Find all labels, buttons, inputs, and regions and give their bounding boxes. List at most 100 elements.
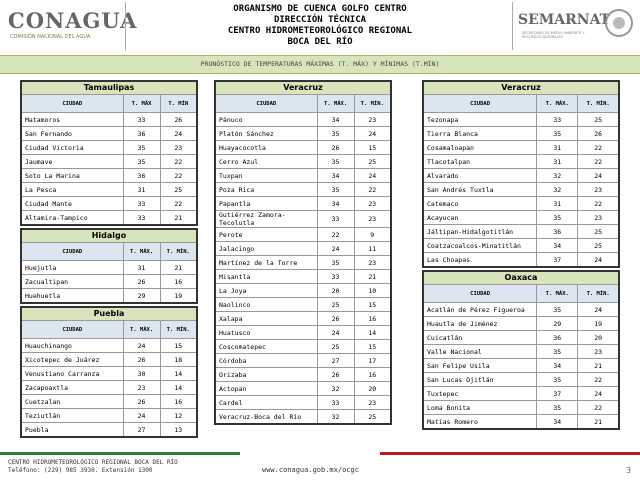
temperature: 35 <box>536 344 579 359</box>
data-row: Alvarado 32 24 <box>422 168 620 183</box>
logo-subtitle: COMISIÓN NACIONAL DEL AGUA <box>10 34 91 40</box>
column-header: T. MÍN. <box>577 284 620 303</box>
temperature: 20 <box>577 330 620 345</box>
temperature: 24 <box>122 338 161 353</box>
temperature: 24 <box>353 126 392 141</box>
footer-line: CENTRO HIDROMETEOROLÓGICO REGIONAL BOCA … <box>8 459 178 466</box>
temperature: 36 <box>122 126 161 141</box>
temperature: 25 <box>353 409 392 425</box>
city: Tierra Blanca <box>422 126 538 141</box>
city: Matías Romero <box>422 414 538 430</box>
data-row: Cuicatlán 36 20 <box>422 330 620 345</box>
city: Naolinco <box>214 297 318 312</box>
header-row: CIUDAD T. MÁX. T. MÍN. <box>214 94 392 113</box>
column: Veracruz CIUDAD T. MÁX. T. MÍN. Pánuco 34 23 Pl… <box>214 80 392 427</box>
temperature: 23 <box>353 255 392 270</box>
city: Platón Sánchez <box>214 126 318 141</box>
data-row: Xicotepec de Juárez 26 18 <box>20 352 198 367</box>
title-block: ORGANISMO DE CUENCA GOLFO CENTRO DIRECCIÓ… <box>150 4 490 48</box>
temperature: 15 <box>353 339 392 354</box>
temperature: 36 <box>536 330 579 345</box>
temperature: 31 <box>536 140 579 155</box>
city: La Pesca <box>20 182 124 197</box>
temperature: 32 <box>316 409 355 425</box>
temperature: 35 <box>316 255 355 270</box>
data-row: Teziutlán 24 12 <box>20 408 198 423</box>
temperature: 35 <box>536 400 579 415</box>
title-row: Veracruz <box>422 80 620 95</box>
city: Huauchinango <box>20 338 124 353</box>
city: Coscomatepec <box>214 339 318 354</box>
data-row: Misantla 33 21 <box>214 269 392 284</box>
temperature: 23 <box>122 380 161 395</box>
data-row: La Joya 20 10 <box>214 283 392 298</box>
city: Xalapa <box>214 311 318 326</box>
column-header: T. MÍN <box>159 94 198 113</box>
temperature: 12 <box>159 408 198 423</box>
data-row: Huehuetla 29 19 <box>20 288 198 304</box>
region-table: Veracruz CIUDAD T. MÁX. T. MÍN. Tezonapa 33 25… <box>422 80 620 268</box>
temperature: 24 <box>577 252 620 268</box>
temperature: 29 <box>536 316 579 331</box>
city: Cardel <box>214 395 318 410</box>
data-row: Actopan 32 20 <box>214 381 392 396</box>
temperature: 23 <box>353 112 392 127</box>
temperature: 23 <box>353 196 392 211</box>
temperature: 23 <box>159 140 198 155</box>
temperature: 24 <box>577 386 620 401</box>
temperature: 24 <box>577 302 620 317</box>
divider <box>125 2 126 50</box>
data-row: San Fernando 36 24 <box>20 126 198 141</box>
temperature: 25 <box>316 297 355 312</box>
data-row: Pánuco 34 23 <box>214 112 392 127</box>
city: Valle Nacional <box>422 344 538 359</box>
city: Gutiérrez Zamora-Tecolutla <box>214 210 318 228</box>
city: San Felipe Usila <box>422 358 538 373</box>
title-line: CENTRO HIDROMETEOROLÓGICO REGIONAL <box>227 26 413 36</box>
data-row: Ciudad Victoria 35 23 <box>20 140 198 155</box>
temperature: 32 <box>316 381 355 396</box>
city: Coatzacoalcos-Minatitlán <box>422 238 538 253</box>
data-row: Naolinco 25 15 <box>214 297 392 312</box>
data-row: Coatzacoalcos-Minatitlán 34 25 <box>422 238 620 253</box>
data-row: Catemaco 31 22 <box>422 196 620 211</box>
divider <box>512 2 513 50</box>
temperature: 22 <box>577 140 620 155</box>
header-row: CIUDAD T. MÁX. T. MÍN. <box>20 320 198 339</box>
data-row: Cuetzalan 26 16 <box>20 394 198 409</box>
data-row: Gutiérrez Zamora-Tecolutla 33 23 <box>214 210 392 228</box>
column: Tamaulipas CIUDAD T. MÁX T. MÍN Matamoros 33 2… <box>20 80 198 440</box>
stripe <box>0 452 240 455</box>
temperature: 35 <box>536 126 579 141</box>
temperature: 36 <box>122 168 161 183</box>
temperature: 26 <box>122 394 161 409</box>
temperature: 18 <box>159 352 198 367</box>
column-header: T. MÁX. <box>122 320 161 339</box>
temperature: 27 <box>122 422 161 438</box>
data-row: Jalacingo 24 11 <box>214 241 392 256</box>
header-row: CIUDAD T. MÁX T. MÍN <box>20 94 198 113</box>
data-row: Platón Sánchez 35 24 <box>214 126 392 141</box>
temperature: 23 <box>577 210 620 225</box>
temperature: 22 <box>577 154 620 169</box>
temperature: 34 <box>536 358 579 373</box>
column-header: CIUDAD <box>422 94 538 113</box>
column-header: T. MÁX <box>122 94 161 113</box>
data-row: Cardel 33 23 <box>214 395 392 410</box>
city: Huautla de Jiménez <box>422 316 538 331</box>
temperature: 26 <box>316 367 355 382</box>
data-row: Tuxpan 34 24 <box>214 168 392 183</box>
data-row: Tuxtepec 37 24 <box>422 386 620 401</box>
data-row: Orizaba 26 16 <box>214 367 392 382</box>
temperature: 25 <box>353 154 392 169</box>
title-row: Hidalgo <box>20 228 198 243</box>
temperature: 29 <box>122 288 161 304</box>
data-row: Huauchinango 24 15 <box>20 338 198 353</box>
temperature: 15 <box>159 338 198 353</box>
column: Veracruz CIUDAD T. MÁX. T. MÍN. Tezonapa 33 25… <box>422 80 620 432</box>
temperature: 23 <box>577 344 620 359</box>
title-line: ORGANISMO DE CUENCA GOLFO CENTRO <box>233 4 407 14</box>
temperature: 16 <box>353 311 392 326</box>
temperature: 21 <box>159 260 198 275</box>
